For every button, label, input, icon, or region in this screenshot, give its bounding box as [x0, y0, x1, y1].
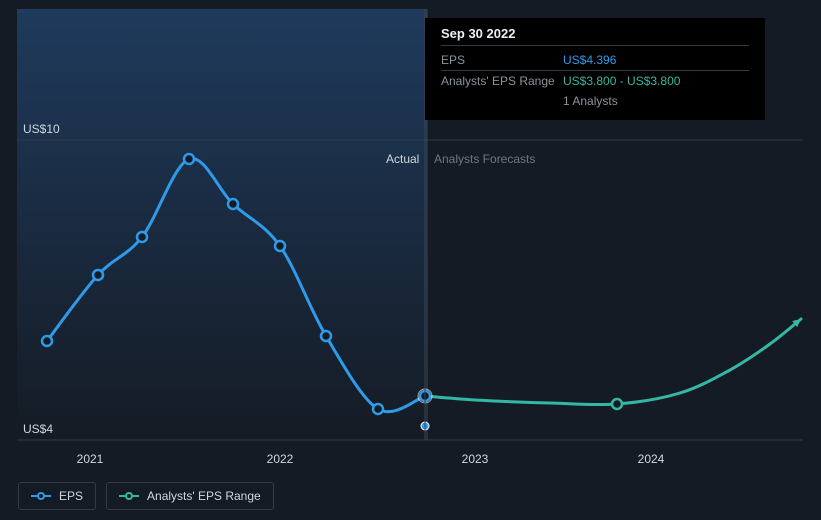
forecast-label: Analysts Forecasts	[434, 152, 535, 166]
legend-label-range: Analysts' EPS Range	[147, 489, 261, 503]
tooltip-value-range: US$3.800 - US$3.800	[563, 74, 680, 88]
actual-region-gradient	[17, 9, 427, 440]
tooltip-value-eps: US$4.396	[563, 53, 616, 67]
tooltip-analyst-count: 1 Analysts	[441, 94, 749, 108]
actual-label: Actual	[386, 152, 419, 166]
legend-item-range[interactable]: Analysts' EPS Range	[106, 482, 274, 510]
eps-chart: US$10 US$4 2021 2022 2023 2024 Actual Analys…	[0, 0, 821, 520]
y-tick-label: US$10	[23, 122, 60, 136]
tooltip-row-range: Analysts' EPS Range US$3.800 - US$3.800	[441, 71, 749, 91]
legend-marker-eps	[31, 493, 51, 499]
legend-item-eps[interactable]: EPS	[18, 482, 96, 510]
tooltip: Sep 30 2022 EPS US$4.396 Analysts' EPS R…	[425, 18, 765, 120]
x-tick-label: 2022	[267, 452, 294, 466]
tooltip-date: Sep 30 2022	[441, 26, 749, 46]
tooltip-row-eps: EPS US$4.396	[441, 50, 749, 71]
tooltip-label-range: Analysts' EPS Range	[441, 74, 563, 88]
x-tick-label: 2021	[77, 452, 104, 466]
y-tick-label: US$4	[23, 422, 53, 436]
x-tick-label: 2024	[638, 452, 665, 466]
tooltip-label-eps: EPS	[441, 53, 563, 67]
legend-marker-range	[119, 493, 139, 499]
legend: EPS Analysts' EPS Range	[18, 482, 274, 510]
x-tick-label: 2023	[462, 452, 489, 466]
legend-label-eps: EPS	[59, 489, 83, 503]
